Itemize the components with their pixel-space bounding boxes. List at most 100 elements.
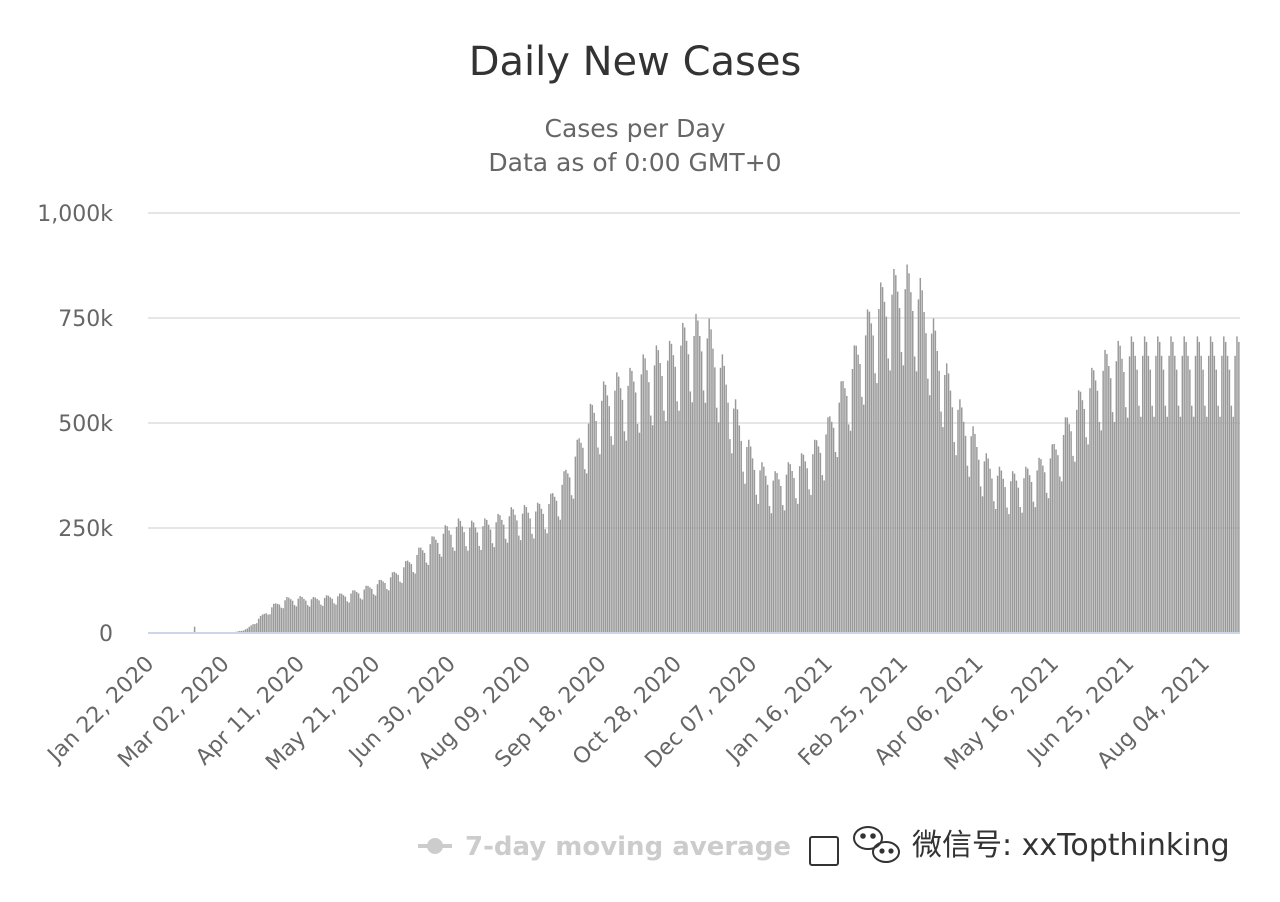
bar [423,552,426,633]
bar [836,457,839,633]
bar [256,623,258,633]
bar [1230,405,1233,633]
bar [1172,341,1174,633]
bar [985,453,988,633]
bar [584,469,586,633]
bar [878,309,880,633]
bar [804,461,807,633]
bar [998,466,1001,633]
bar [1074,461,1076,633]
bar [815,440,818,633]
bar [891,294,893,633]
bar [616,372,618,633]
bar [1008,514,1010,633]
bar [659,363,661,633]
bar [1130,336,1133,633]
bar [1213,355,1216,633]
bar [374,595,377,633]
bar [968,476,971,633]
bar [633,381,635,633]
bar [495,522,497,633]
bar [847,424,850,633]
bar [1023,478,1025,633]
bar [333,603,335,633]
bar [740,440,742,633]
bar [1066,417,1069,633]
bar [710,329,712,633]
bar [397,574,399,633]
bar [1134,355,1136,633]
bar [1062,435,1065,633]
bar [651,425,654,633]
bar [978,459,980,633]
bar [942,427,944,633]
bar [404,561,407,633]
bar [329,597,332,633]
bar [542,513,545,633]
bar [446,526,448,633]
bar [699,336,701,633]
bar [1108,366,1110,633]
bar [308,606,311,633]
bar [680,345,682,633]
bar [380,579,382,633]
bar [783,510,786,633]
bar [685,340,688,633]
bar [1209,336,1212,633]
bar [416,555,418,633]
bar [363,589,365,633]
bar [578,438,580,633]
bar [504,538,507,633]
bar [420,547,422,633]
bar [453,550,456,633]
watermark: 微信号: xxTopthinking [809,826,1230,866]
bar [487,524,490,633]
bar [757,503,759,633]
bar [574,456,577,633]
bar [538,503,541,633]
bar [715,407,718,633]
bar [604,384,607,633]
bar [864,335,867,633]
legend-item-moving-average[interactable]: 7-day moving average [418,832,791,862]
bar [525,507,528,633]
bar [465,546,467,633]
bar [1198,341,1201,633]
bar [934,330,937,633]
bar [1028,475,1031,633]
bar [550,493,552,633]
bar [1189,369,1191,633]
bar [254,624,256,633]
bar-series [154,264,1240,633]
bar [276,603,279,633]
bar [1094,380,1097,633]
bar [770,513,773,633]
bar [484,518,486,633]
bar [1010,481,1012,633]
bar [289,599,292,633]
bar [802,454,805,633]
bar [932,318,935,633]
bar [751,458,754,633]
bar [900,352,903,633]
bar [1045,492,1048,633]
bar [876,383,878,633]
bar [250,625,252,633]
bar [280,607,283,633]
bar [668,340,671,633]
bar [949,390,952,633]
bar [1168,355,1170,633]
bar [636,423,639,633]
bar [872,335,874,633]
bar [780,485,782,633]
bar [746,447,748,633]
bar [1096,390,1099,633]
bar [470,520,473,633]
bar [459,520,462,633]
legend-label: 7-day moving average [465,832,791,862]
bar [793,477,795,633]
bar [781,505,784,633]
bar [893,268,895,633]
bar [1113,421,1116,633]
